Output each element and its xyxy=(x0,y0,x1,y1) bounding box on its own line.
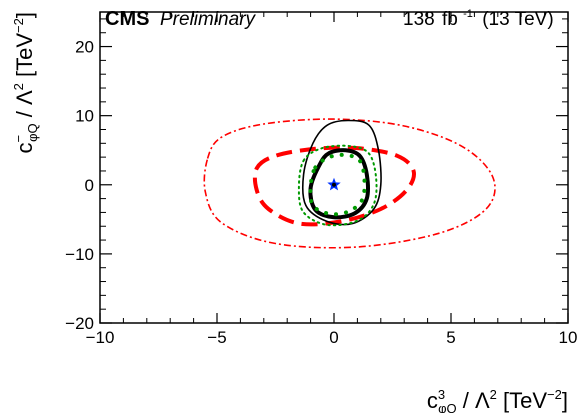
x-axis-ticks: −10 −5 0 5 10 xyxy=(86,12,578,347)
x-tick-label: −10 xyxy=(86,328,115,347)
contour-black-inner-solid xyxy=(308,148,370,220)
y-axis-label: c−φQ / Λ2 [TeV−2] xyxy=(11,12,40,154)
luminosity-unit: fb xyxy=(442,9,458,30)
marker-group xyxy=(327,177,341,191)
contour-red-inner-dashed xyxy=(252,145,416,227)
y-tick-label: 0 xyxy=(85,176,94,195)
luminosity-value: 138 xyxy=(403,9,435,30)
y-tick-label: −10 xyxy=(65,245,94,264)
contour-green-outer-dotted xyxy=(297,144,378,227)
energy-label: (13 TeV) xyxy=(482,9,553,30)
contour-black-outer-solid xyxy=(301,119,382,226)
contour-group xyxy=(203,118,496,249)
marker-sm-point xyxy=(332,182,336,187)
status-label: Preliminary xyxy=(160,9,257,30)
contour-red-outer-dashdot xyxy=(203,118,496,249)
experiment-label: CMS xyxy=(105,8,149,30)
y-tick-label: 20 xyxy=(75,38,94,57)
x-tick-label: 5 xyxy=(446,328,455,347)
y-tick-label: −20 xyxy=(65,314,94,333)
y-axis-ticks: −20 −10 0 10 20 xyxy=(65,18,568,333)
luminosity-label: 138 fb -1 (13 TeV) xyxy=(403,1,554,30)
x-axis-label: c3 φQ / Λ2 [TeV−2] xyxy=(427,387,568,413)
x-tick-label: 10 xyxy=(559,328,578,347)
y-tick-label: 10 xyxy=(75,107,94,126)
x-tick-label: −5 xyxy=(207,328,226,347)
plot-frame xyxy=(99,11,569,324)
contour-green-inner-dotted xyxy=(308,152,367,217)
luminosity-exponent: -1 xyxy=(463,8,473,20)
x-tick-label: 0 xyxy=(329,328,338,347)
